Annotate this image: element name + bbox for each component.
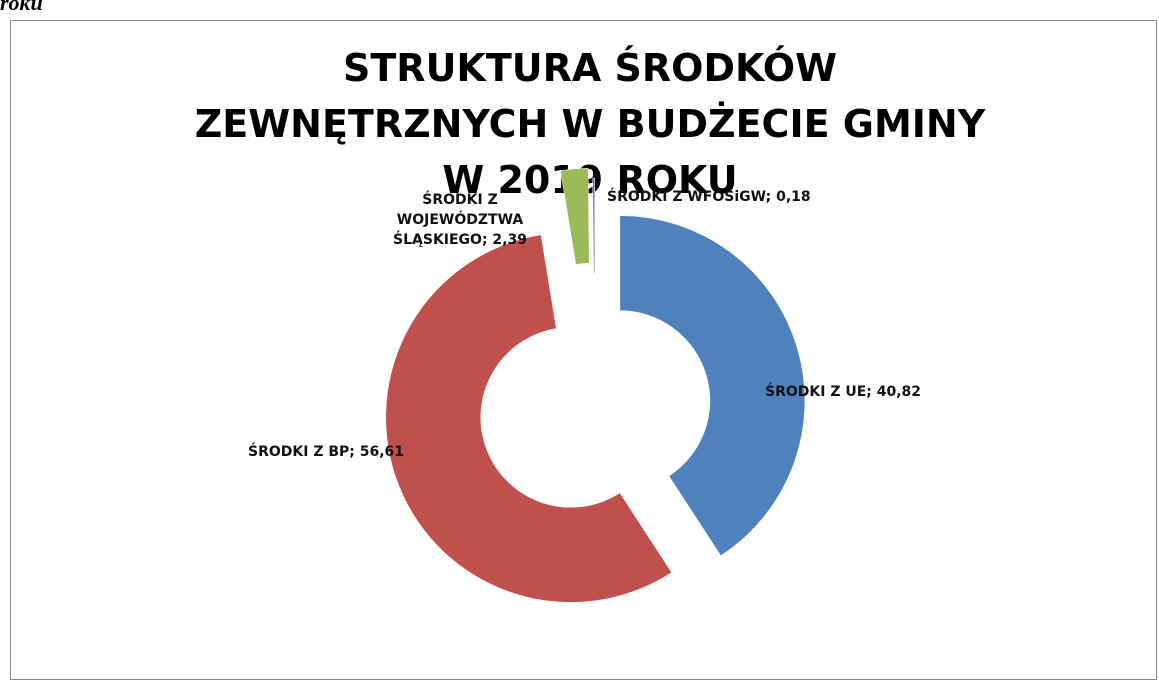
data-label: ŚRODKI Z UE; 40,82 [765, 384, 922, 400]
chart-title: STRUKTURA ŚRODKÓW ZEWNĘTRZNYCH W BUDŻECI… [194, 46, 986, 202]
donut-slice [592, 177, 595, 274]
data-label: ŚRODKI Z BP; 56,61 [248, 444, 405, 460]
data-label: ŚRODKI Z WOJEWÓDZTWA ŚLĄSKIEGO; 2,39 [393, 192, 527, 248]
data-label: ŚRODKI Z WFOŚiGW; 0,18 [607, 189, 811, 205]
donut-slice [619, 215, 806, 557]
donut-slice [385, 234, 672, 603]
donut-slice [560, 167, 590, 265]
caption: roku [0, 0, 43, 15]
